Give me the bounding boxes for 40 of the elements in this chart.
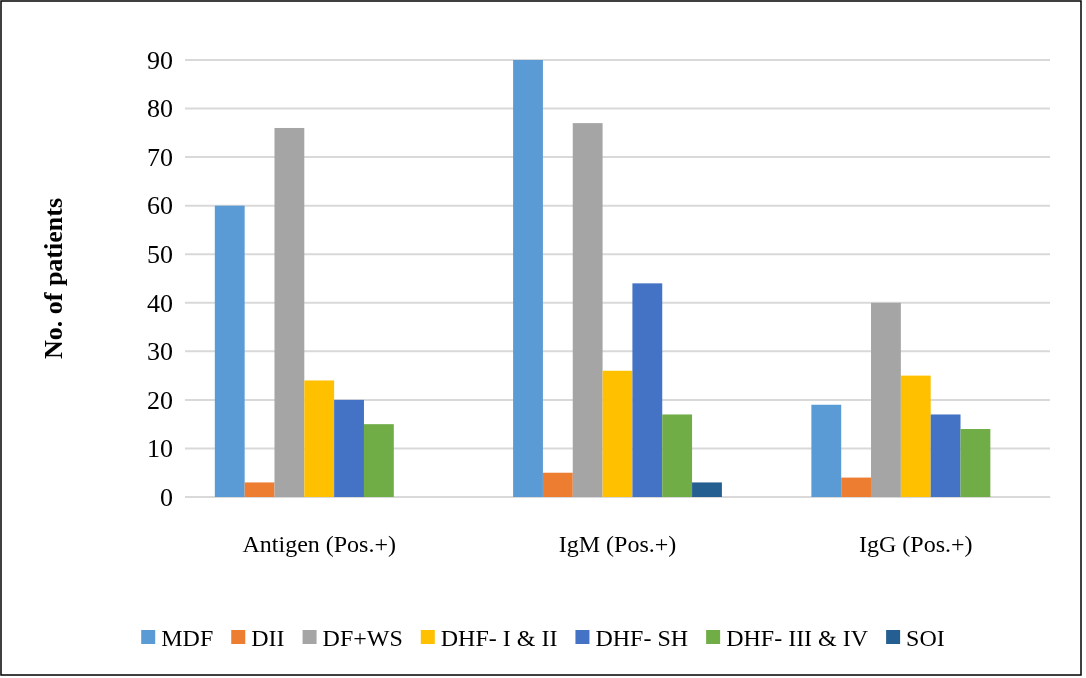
y-tick-label: 0 [160, 482, 173, 512]
x-tick-label: Antigen (Pos.+) [242, 531, 396, 558]
bar [662, 414, 693, 497]
bar [244, 482, 275, 497]
y-tick-label: 80 [147, 94, 173, 124]
legend-label: DHF- I & II [440, 625, 558, 651]
x-tick-label: IgG (Pos.+) [859, 531, 973, 558]
y-tick-label: 30 [147, 337, 173, 367]
bar [334, 399, 364, 497]
bar [542, 472, 573, 497]
y-tick-label: 90 [147, 45, 173, 75]
y-tick-label: 10 [147, 434, 173, 464]
legend-label: DII [251, 625, 285, 651]
bar [900, 375, 931, 497]
bar [632, 283, 663, 497]
legend-label: DHF- SH [595, 625, 689, 651]
bar [304, 380, 335, 497]
bar [513, 60, 543, 497]
bar [363, 424, 394, 497]
y-tick-label: 40 [147, 288, 173, 318]
y-axis-title: No. of patients [39, 197, 68, 360]
bar [602, 370, 633, 497]
legend-label: MDF [161, 625, 214, 651]
y-tick-label: 70 [147, 142, 173, 172]
bar [274, 127, 305, 497]
bar [692, 482, 722, 497]
bar [930, 414, 961, 497]
bar [960, 429, 991, 497]
legend-label: SOI [906, 625, 945, 651]
bar [214, 205, 245, 497]
legend-label: DHF- III & IV [726, 625, 869, 651]
y-tick-label: 20 [147, 385, 173, 415]
bar [811, 404, 842, 497]
legend-label: DF+WS [322, 625, 403, 651]
bar [871, 302, 901, 497]
y-tick-label: 60 [147, 191, 173, 221]
y-tick-label: 50 [147, 240, 173, 270]
bar [841, 477, 872, 497]
bar [572, 123, 603, 497]
x-tick-label: IgM (Pos.+) [558, 531, 677, 558]
